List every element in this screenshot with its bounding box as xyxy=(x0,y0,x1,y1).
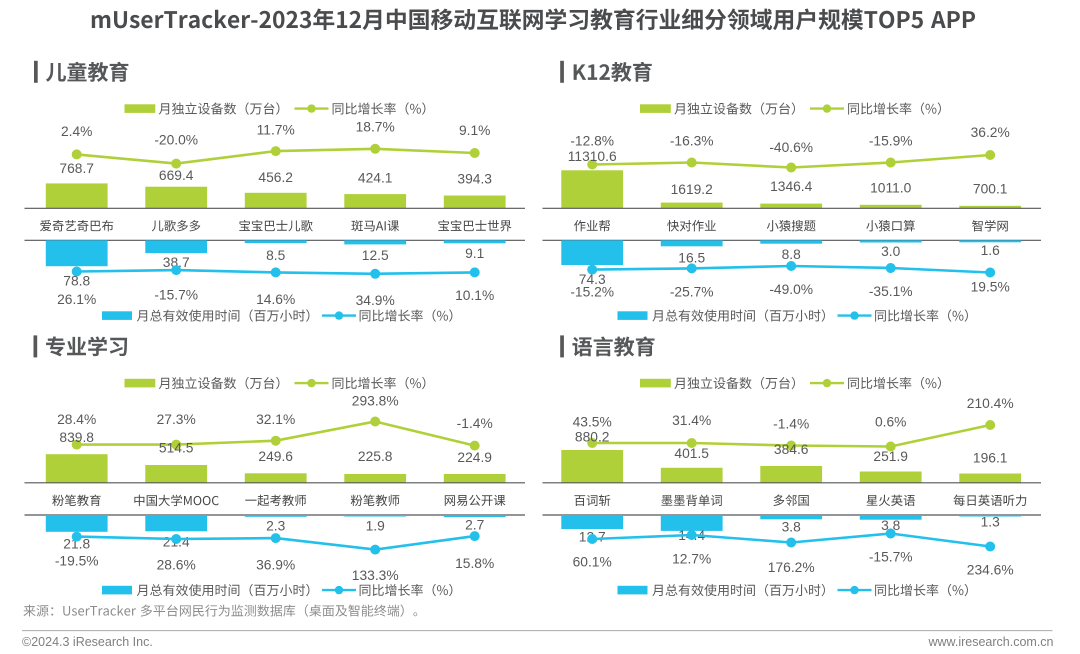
svg-text:36.2%: 36.2% xyxy=(971,125,1010,140)
svg-text:768.7: 768.7 xyxy=(59,161,94,176)
svg-text:176.2%: 176.2% xyxy=(768,560,815,575)
svg-text:456.2: 456.2 xyxy=(258,170,293,185)
svg-text:36.9%: 36.9% xyxy=(256,558,295,573)
svg-text:-20.0%: -20.0% xyxy=(154,133,198,148)
svg-text:18.7%: 18.7% xyxy=(356,120,395,135)
svg-text:21.8: 21.8 xyxy=(63,536,90,551)
svg-text:1.9: 1.9 xyxy=(366,519,386,534)
svg-text:34.9%: 34.9% xyxy=(356,293,395,308)
svg-text:27.3%: 27.3% xyxy=(157,412,196,427)
svg-text:669.4: 669.4 xyxy=(159,168,194,183)
svg-text:384.6: 384.6 xyxy=(774,442,809,457)
svg-text:293.8%: 293.8% xyxy=(352,393,399,408)
svg-text:8.5: 8.5 xyxy=(266,248,286,263)
svg-text:1011.0: 1011.0 xyxy=(870,181,912,196)
svg-text:14.6%: 14.6% xyxy=(256,292,295,307)
svg-text:32.1%: 32.1% xyxy=(256,412,295,427)
svg-text:-12.8%: -12.8% xyxy=(570,134,614,149)
svg-text:-15.9%: -15.9% xyxy=(869,134,913,149)
svg-text:424.1: 424.1 xyxy=(358,170,393,185)
svg-text:839.8: 839.8 xyxy=(59,430,94,445)
svg-text:-40.6%: -40.6% xyxy=(769,140,813,155)
svg-text:78.8: 78.8 xyxy=(63,274,90,289)
svg-text:251.9: 251.9 xyxy=(873,449,908,464)
svg-text:43.5%: 43.5% xyxy=(573,415,612,430)
svg-text:-25.7%: -25.7% xyxy=(670,285,714,300)
svg-text:-1.4%: -1.4% xyxy=(773,417,809,432)
svg-text:8.8: 8.8 xyxy=(782,247,802,262)
svg-text:11.7%: 11.7% xyxy=(257,122,295,137)
svg-text:133.3%: 133.3% xyxy=(352,568,399,583)
svg-text:www.iresearch.com.cn: www.iresearch.com.cn xyxy=(927,635,1053,649)
svg-text:224.9: 224.9 xyxy=(457,450,492,465)
svg-text:3.0: 3.0 xyxy=(881,244,901,259)
svg-text:©2024.3 iResearch Inc.: ©2024.3 iResearch Inc. xyxy=(22,635,153,649)
svg-text:10.1%: 10.1% xyxy=(455,288,494,303)
svg-text:28.6%: 28.6% xyxy=(157,558,196,573)
svg-text:234.6%: 234.6% xyxy=(967,563,1014,578)
svg-text:-1.4%: -1.4% xyxy=(457,416,493,431)
svg-text:196.1: 196.1 xyxy=(973,451,1008,466)
svg-text:16.5: 16.5 xyxy=(678,251,705,266)
svg-text:880.2: 880.2 xyxy=(575,430,610,445)
svg-text:12.7%: 12.7% xyxy=(672,552,711,567)
svg-text:225.8: 225.8 xyxy=(358,449,393,464)
svg-text:2.3: 2.3 xyxy=(266,519,286,534)
svg-text:9.1%: 9.1% xyxy=(459,123,490,138)
svg-text:-19.5%: -19.5% xyxy=(55,554,99,569)
svg-text:249.6: 249.6 xyxy=(258,449,293,464)
svg-text:210.4%: 210.4% xyxy=(967,396,1014,411)
svg-text:-15.7%: -15.7% xyxy=(869,550,913,565)
svg-text:3.8: 3.8 xyxy=(782,520,802,535)
svg-text:38.7: 38.7 xyxy=(163,255,190,270)
svg-text:11310.6: 11310.6 xyxy=(568,149,617,164)
svg-text:1.6: 1.6 xyxy=(981,243,1001,258)
svg-text:1.3: 1.3 xyxy=(981,515,1001,530)
svg-text:-15.7%: -15.7% xyxy=(154,288,198,303)
svg-text:0.6%: 0.6% xyxy=(875,415,906,430)
svg-text:74.3: 74.3 xyxy=(579,272,606,287)
svg-text:3.8: 3.8 xyxy=(881,518,901,533)
svg-text:-35.1%: -35.1% xyxy=(869,284,913,299)
svg-text:31.4%: 31.4% xyxy=(672,413,711,428)
svg-text:1346.4: 1346.4 xyxy=(770,179,813,194)
svg-text:514.5: 514.5 xyxy=(159,441,194,456)
svg-text:60.1%: 60.1% xyxy=(573,555,612,570)
svg-text:-49.0%: -49.0% xyxy=(769,282,813,297)
svg-text:9.1: 9.1 xyxy=(465,246,484,261)
svg-text:-16.3%: -16.3% xyxy=(670,134,714,149)
svg-text:26.1%: 26.1% xyxy=(57,292,96,307)
svg-text:2.7: 2.7 xyxy=(465,518,484,533)
svg-text:394.3: 394.3 xyxy=(457,172,492,187)
svg-text:700.1: 700.1 xyxy=(973,182,1008,197)
svg-text:2.4%: 2.4% xyxy=(61,124,92,139)
svg-text:19.5%: 19.5% xyxy=(971,280,1010,295)
svg-text:-15.2%: -15.2% xyxy=(570,285,614,300)
svg-text:28.4%: 28.4% xyxy=(57,412,96,427)
svg-text:12.5: 12.5 xyxy=(362,248,389,263)
svg-text:401.5: 401.5 xyxy=(674,446,709,461)
svg-text:1619.2: 1619.2 xyxy=(671,182,713,197)
svg-text:15.8%: 15.8% xyxy=(455,556,494,571)
